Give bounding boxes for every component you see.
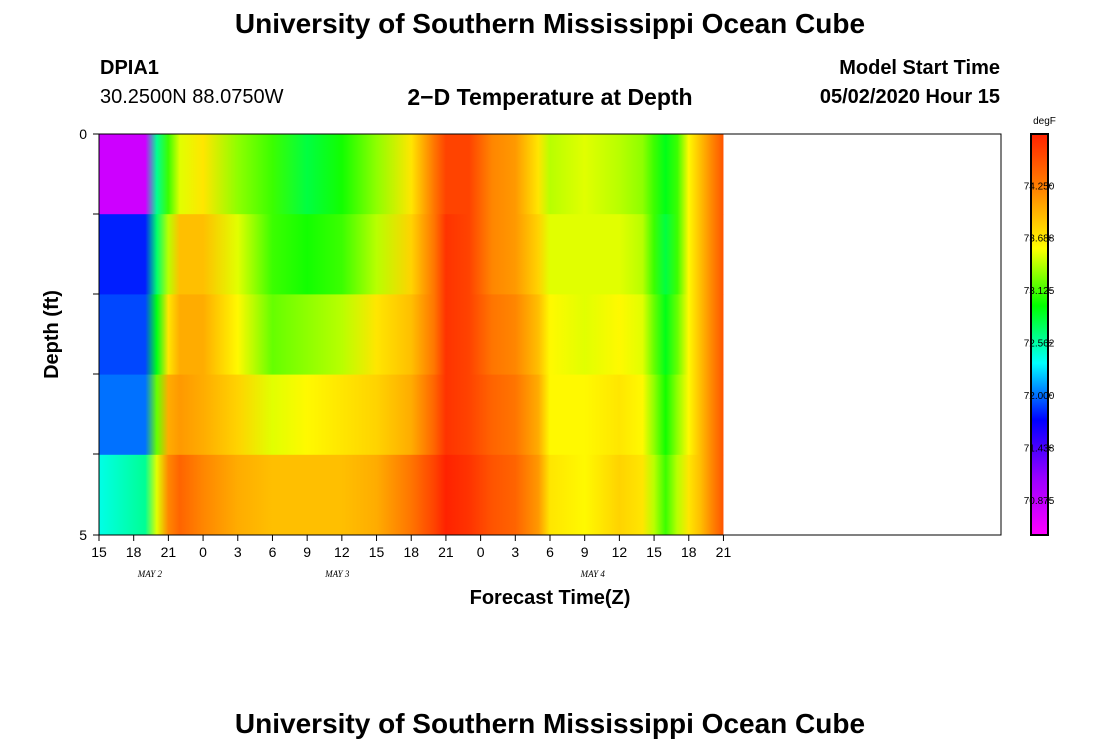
colorbar: 74.250 73.688 73.125 72.562 72.000 71.438 70.8…	[1024, 116, 1056, 536]
y-axis-ticks: 05	[79, 126, 99, 543]
x-tick-label: 15	[91, 544, 107, 560]
depth-layer-0	[99, 134, 724, 215]
x-tick-label: 0	[199, 544, 207, 560]
date-labels: MAY 2 MAY 3 MAY 4	[137, 569, 606, 579]
chart-subtitle: 2−D Temperature at Depth	[407, 84, 693, 110]
x-tick-label: 18	[681, 544, 697, 560]
x-tick-label: 6	[546, 544, 554, 560]
depth-layer-2	[99, 294, 724, 376]
x-tick-label: 21	[438, 544, 454, 560]
x-tick-label: 15	[646, 544, 662, 560]
x-tick-label: 21	[716, 544, 732, 560]
x-axis-label: Forecast Time(Z)	[470, 587, 631, 609]
colorbar-unit: degF	[1033, 116, 1056, 127]
footer-title: University of Southern Mississippi Ocean…	[234, 708, 866, 739]
colorbar-tick-label: 70.875	[1024, 496, 1055, 507]
station-id: DPIA1	[100, 57, 159, 79]
page-title: University of Southern Mississippi Ocean…	[234, 8, 866, 39]
x-tick-label: 9	[581, 544, 589, 560]
x-tick-label: 15	[369, 544, 385, 560]
x-tick-label: 3	[511, 544, 519, 560]
colorbar-tick-label: 74.250	[1024, 181, 1055, 192]
model-start-time: 05/02/2020 Hour 15	[819, 86, 1000, 108]
x-tick-label: 21	[161, 544, 177, 560]
station-location: 30.2500N 88.0750W	[100, 86, 284, 108]
colorbar-tick-label: 73.688	[1024, 234, 1055, 245]
y-axis-label: Depth (ft)	[41, 290, 63, 379]
x-tick-label: 12	[334, 544, 350, 560]
x-tick-label: 12	[612, 544, 628, 560]
depth-layer-1	[99, 214, 724, 295]
x-tick-label: 6	[269, 544, 277, 560]
date-label: MAY 3	[324, 569, 350, 579]
depth-layer-3	[99, 374, 724, 456]
x-tick-label: 18	[126, 544, 142, 560]
colorbar-tick-label: 72.000	[1024, 391, 1055, 402]
x-tick-label: 0	[477, 544, 485, 560]
x-tick-label: 9	[303, 544, 311, 560]
depth-layer-4	[99, 454, 724, 536]
y-tick-label: 0	[79, 126, 87, 142]
model-start-label: Model Start Time	[839, 57, 1000, 79]
colorbar-scale	[1030, 133, 1049, 536]
x-tick-label: 3	[234, 544, 242, 560]
colorbar-tick-label: 71.438	[1024, 444, 1055, 455]
x-tick-label: 18	[403, 544, 419, 560]
date-label: MAY 2	[137, 569, 163, 579]
heatmap-layers	[99, 134, 724, 536]
y-tick-label: 5	[79, 527, 87, 543]
date-label: MAY 4	[580, 569, 606, 579]
colorbar-tick-label: 72.562	[1024, 339, 1055, 350]
x-axis-ticks: 15 18 21 0 3 6 9 12 15 18 21 0 3 6 9 12 15 18 21	[91, 535, 731, 560]
colorbar-tick-label: 73.125	[1024, 286, 1055, 297]
